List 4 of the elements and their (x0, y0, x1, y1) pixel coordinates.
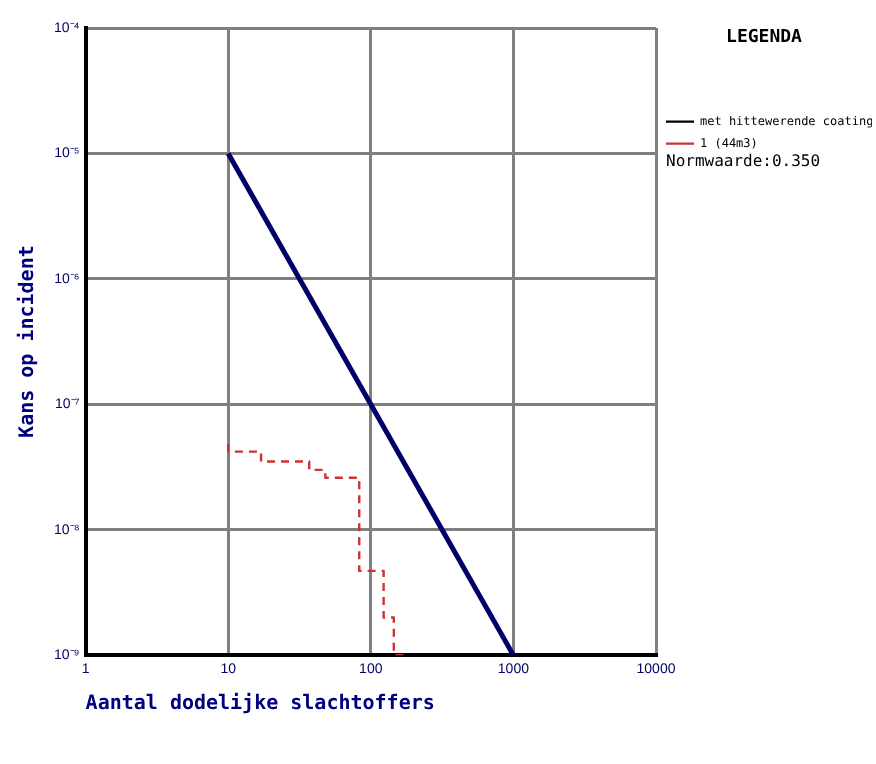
legend-title: LEGENDA (726, 27, 804, 48)
text: Normwaarde:0.350 (666, 151, 821, 170)
y-axis-title: Kans op incident (15, 245, 40, 438)
x-axis-title: Aantal dodelijke slachtoffers (85, 691, 435, 716)
